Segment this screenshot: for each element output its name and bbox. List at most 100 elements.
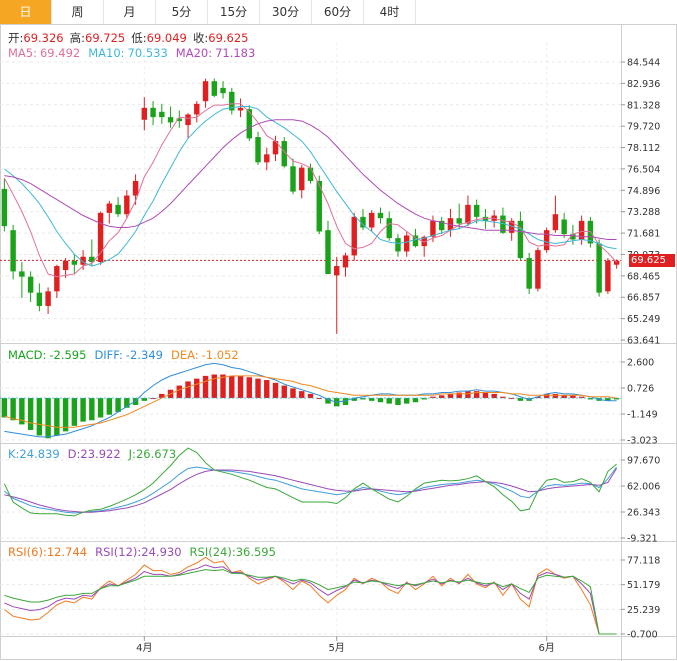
- candle-body: [220, 87, 226, 94]
- candle-body: [272, 141, 279, 155]
- macd-bar: [438, 395, 445, 399]
- macd-bar: [290, 388, 296, 399]
- tab-1[interactable]: 周: [52, 0, 104, 24]
- tab-7[interactable]: 4时: [364, 0, 416, 24]
- candle-body: [369, 212, 375, 228]
- candle-body: [36, 292, 43, 306]
- dea-label: DEA:: [171, 348, 199, 362]
- rsi12-label: RSI(12):: [95, 545, 141, 559]
- xtick-label: 4月: [136, 642, 152, 654]
- macd-bar: [342, 398, 349, 406]
- tab-0[interactable]: 日: [0, 0, 52, 24]
- macd-bar: [246, 377, 252, 399]
- candle-body: [89, 256, 95, 263]
- candle-body: [386, 218, 392, 239]
- rsi6-label: RSI(6):: [8, 545, 47, 559]
- ytick-label: 65.249: [627, 314, 660, 325]
- candle-body: [552, 214, 559, 231]
- dea-value: -1.052: [202, 348, 239, 362]
- macd-bar: [220, 374, 226, 399]
- ytick-label: 71.681: [627, 229, 660, 240]
- macd-bar: [587, 398, 594, 400]
- candle-body: [351, 216, 357, 256]
- candle-body: [360, 216, 366, 228]
- macd-bar: [351, 398, 357, 401]
- rsi12-value: 24.930: [141, 545, 181, 559]
- rsi12-line: [4, 564, 617, 635]
- macd-bar: [613, 398, 620, 400]
- tab-3[interactable]: 5分: [156, 0, 208, 24]
- macd-bar: [36, 398, 43, 436]
- tab-5[interactable]: 30分: [260, 0, 312, 24]
- macd-bar: [386, 398, 392, 404]
- candle-body: [613, 260, 620, 265]
- ytick-label: 25.239: [627, 605, 660, 616]
- candle-body: [578, 220, 585, 240]
- macd-bar: [377, 398, 384, 403]
- macd-bar: [561, 395, 567, 399]
- ytick-label: 81.328: [627, 100, 660, 111]
- candle-body: [10, 230, 16, 272]
- candle-body: [299, 167, 305, 191]
- candle-body: [500, 215, 506, 233]
- macd-bar: [508, 398, 515, 400]
- tab-4[interactable]: 15分: [208, 0, 260, 24]
- macd-bar: [132, 398, 139, 406]
- candle-body: [596, 243, 602, 293]
- macd-bar: [45, 398, 51, 439]
- xtick-label: 6月: [538, 642, 554, 654]
- tab-6[interactable]: 60分: [312, 0, 364, 24]
- ma5-line: [3, 103, 617, 278]
- candle-body: [281, 141, 287, 167]
- rsi6-value: 12.744: [47, 545, 87, 559]
- macd-bar: [185, 381, 191, 399]
- ytick-label: 0.726: [627, 383, 654, 394]
- candle-body: [71, 260, 78, 265]
- j-value: 26.673: [136, 447, 176, 461]
- candle-body: [185, 114, 191, 126]
- candle-body: [106, 203, 113, 213]
- macd-bar: [307, 393, 314, 399]
- macd-bar: [54, 398, 60, 436]
- macd-bar: [150, 398, 156, 400]
- macd-bar: [430, 396, 436, 399]
- candle-body: [325, 230, 331, 275]
- macd-bar: [80, 398, 86, 422]
- d-label: D:: [68, 447, 81, 461]
- ytick-label: 73.288: [627, 207, 660, 218]
- ytick-label: 68.465: [627, 271, 660, 282]
- candle-body: [27, 276, 34, 293]
- candle-body: [535, 250, 541, 289]
- macd-bar: [281, 385, 287, 399]
- macd-bar: [316, 398, 322, 400]
- macd-bar: [369, 398, 375, 401]
- legend-row: RSI(6):12.744 RSI(12):24.930 RSI(24):36.59…: [8, 545, 276, 559]
- macd-bar: [10, 398, 16, 421]
- ytick-label: -1.149: [627, 410, 658, 421]
- candle-body: [316, 180, 322, 232]
- candle-body: [517, 220, 524, 259]
- diff-value: -2.349: [126, 348, 163, 362]
- candle-body: [1, 188, 8, 227]
- open-label: 开:: [8, 31, 23, 45]
- tab-2[interactable]: 月: [104, 0, 156, 24]
- candle-body: [124, 195, 130, 215]
- candle-body: [211, 81, 218, 96]
- ytick-label: 66.857: [627, 293, 660, 304]
- macd-bar: [447, 393, 454, 399]
- macd-value: -2.595: [49, 348, 86, 362]
- ma5-value: 69.492: [40, 46, 80, 60]
- ma10-value: 70.533: [128, 46, 168, 60]
- candle-body: [395, 238, 401, 252]
- macd-bar: [395, 398, 401, 406]
- j-label: J:: [128, 447, 136, 461]
- candle-body: [456, 218, 462, 224]
- ytick-label: 74.896: [627, 186, 660, 197]
- macd-bar: [473, 391, 480, 399]
- candle-body: [159, 111, 165, 118]
- candle-body: [45, 291, 51, 306]
- candle-body: [482, 216, 489, 221]
- open-value: 69.326: [23, 31, 63, 45]
- rsi24-label: RSI(24):: [190, 545, 236, 559]
- candle-body: [176, 118, 183, 122]
